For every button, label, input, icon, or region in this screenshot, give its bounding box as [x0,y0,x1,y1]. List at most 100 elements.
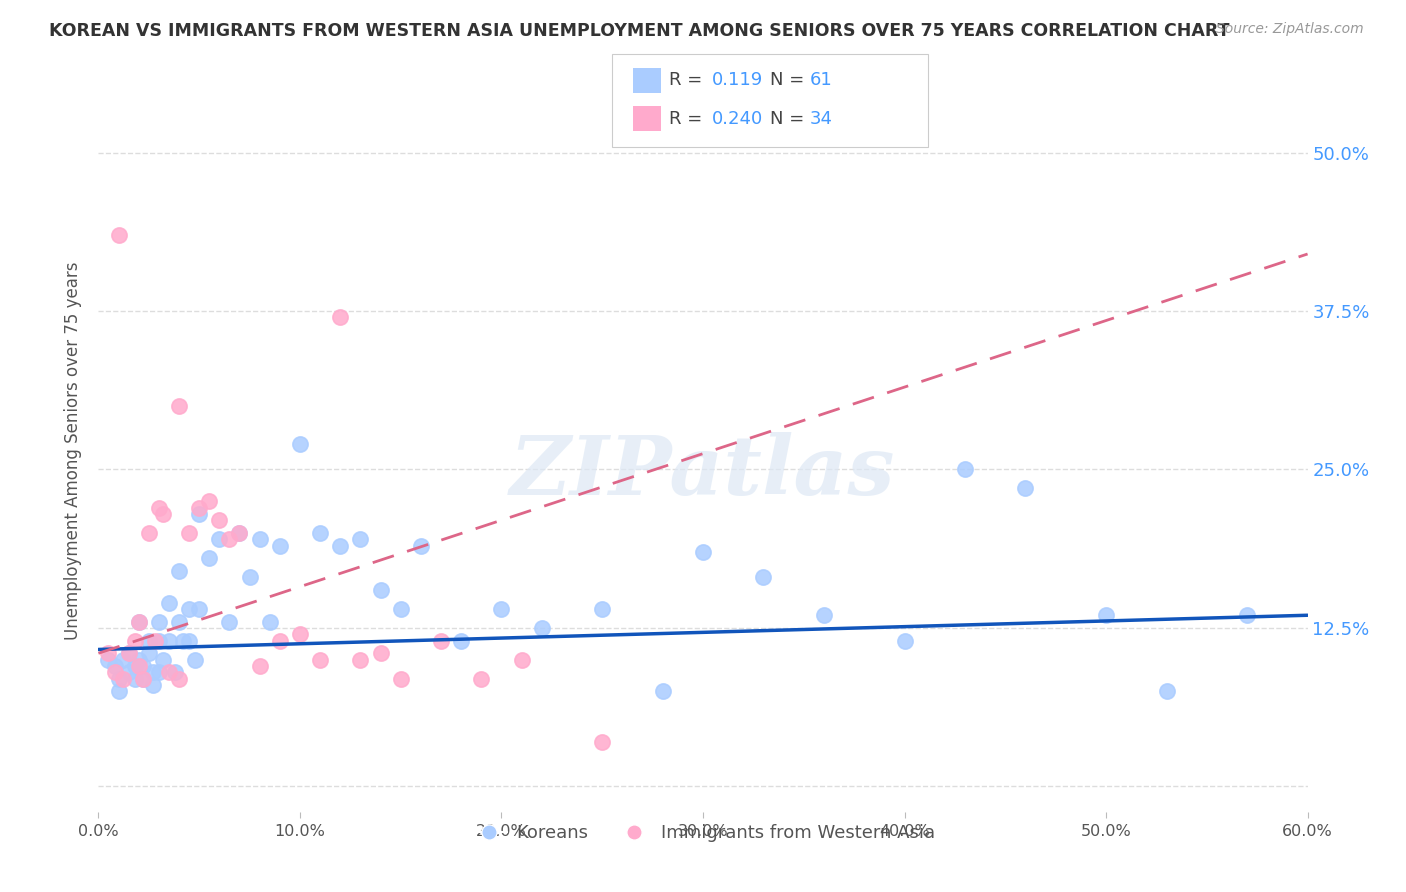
Text: 61: 61 [810,71,832,89]
Point [309,652,332,666]
Point [208,532,231,546]
Point [118,646,141,660]
Point [450,633,472,648]
Point [128,652,150,666]
Point [152,507,174,521]
Point [179,633,201,648]
Point [138,646,160,660]
Point [132,672,155,686]
Point [184,652,207,666]
Text: KOREAN VS IMMIGRANTS FROM WESTERN ASIA UNEMPLOYMENT AMONG SENIORS OVER 75 YEARS : KOREAN VS IMMIGRANTS FROM WESTERN ASIA U… [49,22,1230,40]
Point [228,525,250,540]
Point [179,525,201,540]
Point [893,633,915,648]
Point [124,633,146,648]
Legend: Koreans, Immigrants from Western Asia: Koreans, Immigrants from Western Asia [464,817,942,850]
Point [510,652,533,666]
Point [249,659,271,673]
Point [128,659,150,673]
Point [167,615,190,629]
Point [128,615,150,629]
Point [188,507,211,521]
Point [953,462,976,476]
Point [124,672,146,686]
Point [259,615,281,629]
Point [163,665,186,680]
Point [107,227,129,242]
Point [188,500,211,515]
Point [349,652,371,666]
Point [167,564,190,578]
Point [138,525,160,540]
Point [103,659,125,673]
Point [138,633,160,648]
Point [349,532,371,546]
Point [329,310,352,325]
Point [111,672,134,686]
Point [142,665,165,680]
Point [752,570,775,584]
Text: ZIPatlas: ZIPatlas [510,432,896,512]
Point [329,539,352,553]
Point [1236,608,1258,623]
Point [157,633,180,648]
Point [148,615,170,629]
Text: Source: ZipAtlas.com: Source: ZipAtlas.com [1216,22,1364,37]
Point [167,399,190,413]
Point [118,646,141,660]
Point [1095,608,1118,623]
Point [132,672,155,686]
Point [172,633,194,648]
Point [249,532,271,546]
Text: N =: N = [770,110,810,128]
Point [370,646,392,660]
Point [269,539,291,553]
Point [309,525,332,540]
Point [179,602,201,616]
Point [111,652,134,666]
Point [491,602,513,616]
Point [148,500,170,515]
Text: R =: R = [669,110,709,128]
Point [530,621,553,635]
Point [167,672,190,686]
Point [218,532,240,546]
Point [370,582,392,597]
Point [157,665,180,680]
Point [107,684,129,698]
Text: N =: N = [770,71,810,89]
Point [288,437,311,451]
Point [591,735,613,749]
Point [389,672,412,686]
Point [198,551,221,566]
Point [118,665,141,680]
Point [1156,684,1178,698]
Point [288,627,311,641]
Text: R =: R = [669,71,709,89]
Point [470,672,492,686]
Text: 0.240: 0.240 [711,110,762,128]
Point [208,513,231,527]
Point [228,525,250,540]
Y-axis label: Unemployment Among Seniors over 75 years: Unemployment Among Seniors over 75 years [65,261,83,640]
Point [148,665,170,680]
Point [1014,482,1036,496]
Point [148,633,170,648]
Text: 34: 34 [810,110,832,128]
Point [157,596,180,610]
Point [218,615,240,629]
Point [813,608,835,623]
Point [430,633,453,648]
Point [188,602,211,616]
Point [142,678,165,692]
Point [103,665,125,680]
Point [198,494,221,508]
Point [389,602,412,616]
Point [239,570,262,584]
Point [97,646,120,660]
Point [409,539,432,553]
Point [152,652,174,666]
Point [97,652,120,666]
Point [107,672,129,686]
Text: 0.119: 0.119 [711,71,762,89]
